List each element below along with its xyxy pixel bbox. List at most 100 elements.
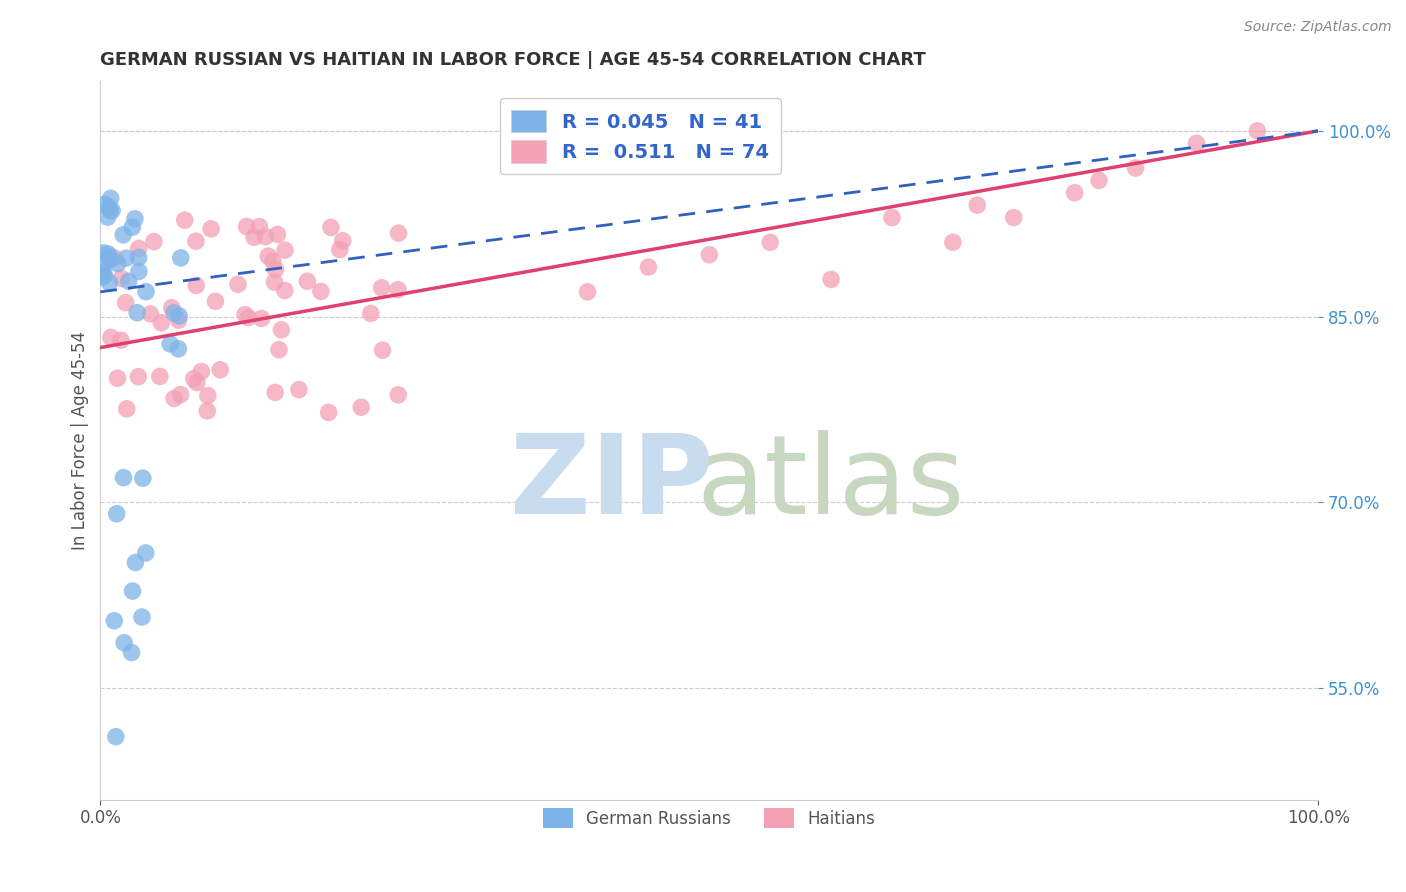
Point xyxy=(103,251,125,265)
Point xyxy=(173,213,195,227)
Point xyxy=(1246,124,1268,138)
Point xyxy=(195,404,218,418)
Point xyxy=(93,246,115,260)
Point xyxy=(267,343,290,357)
Point xyxy=(131,610,153,624)
Point xyxy=(1002,211,1025,225)
Point xyxy=(100,191,122,205)
Point xyxy=(91,265,114,279)
Text: atlas: atlas xyxy=(697,430,966,537)
Point xyxy=(1185,136,1208,151)
Point xyxy=(186,376,208,390)
Point xyxy=(274,284,297,298)
Text: GERMAN RUSSIAN VS HAITIAN IN LABOR FORCE | AGE 45-54 CORRELATION CHART: GERMAN RUSSIAN VS HAITIAN IN LABOR FORCE… xyxy=(100,51,927,69)
Point xyxy=(183,371,205,385)
Point xyxy=(238,310,260,325)
Point xyxy=(297,274,319,288)
Point xyxy=(387,226,409,240)
Point xyxy=(139,307,162,321)
Point xyxy=(190,364,212,378)
Point xyxy=(128,264,150,278)
Point xyxy=(880,211,903,225)
Point xyxy=(637,260,659,274)
Point xyxy=(115,251,138,265)
Point xyxy=(105,507,128,521)
Point xyxy=(112,227,135,242)
Point xyxy=(91,269,114,284)
Point xyxy=(163,306,186,320)
Point xyxy=(112,470,135,484)
Point xyxy=(112,636,135,650)
Point xyxy=(1063,186,1085,200)
Point xyxy=(135,285,157,299)
Text: Source: ZipAtlas.com: Source: ZipAtlas.com xyxy=(1244,20,1392,34)
Point xyxy=(107,257,129,271)
Point xyxy=(360,306,382,320)
Point xyxy=(1088,173,1111,187)
Point xyxy=(100,330,122,344)
Point xyxy=(966,198,988,212)
Point xyxy=(128,241,150,255)
Point xyxy=(387,283,409,297)
Point xyxy=(209,363,232,377)
Point xyxy=(110,333,132,347)
Point xyxy=(107,371,129,385)
Point xyxy=(104,730,127,744)
Point xyxy=(160,301,183,315)
Point xyxy=(128,251,150,265)
Point xyxy=(98,252,121,267)
Point xyxy=(243,230,266,244)
Point xyxy=(264,262,287,277)
Point xyxy=(94,255,117,269)
Point xyxy=(270,323,292,337)
Point xyxy=(124,556,146,570)
Point xyxy=(247,219,270,234)
Point xyxy=(98,203,121,218)
Point xyxy=(115,401,138,416)
Point xyxy=(93,268,115,283)
Point xyxy=(387,388,409,402)
Point xyxy=(262,254,284,268)
Point xyxy=(250,311,273,326)
Point xyxy=(170,251,193,265)
Point xyxy=(1125,161,1147,175)
Point xyxy=(350,401,373,415)
Point xyxy=(101,203,124,218)
Point xyxy=(235,219,257,234)
Point xyxy=(257,249,280,263)
Point xyxy=(97,247,120,261)
Point xyxy=(98,276,121,290)
Point xyxy=(97,210,120,224)
Point xyxy=(266,227,288,242)
Point xyxy=(197,388,219,402)
Point xyxy=(167,313,190,327)
Y-axis label: In Labor Force | Age 45-54: In Labor Force | Age 45-54 xyxy=(72,331,89,550)
Point xyxy=(820,272,842,286)
Point xyxy=(163,392,186,406)
Text: ZIP: ZIP xyxy=(510,430,714,537)
Point xyxy=(132,471,155,485)
Point xyxy=(697,248,720,262)
Point xyxy=(121,646,143,660)
Point xyxy=(159,337,181,351)
Point xyxy=(167,309,190,323)
Point xyxy=(121,220,143,235)
Point xyxy=(942,235,965,250)
Point xyxy=(329,243,352,257)
Point xyxy=(121,584,143,599)
Point xyxy=(150,316,173,330)
Point xyxy=(114,295,136,310)
Point xyxy=(98,250,121,264)
Point xyxy=(204,294,226,309)
Point xyxy=(142,235,165,249)
Point xyxy=(103,614,125,628)
Point xyxy=(184,234,207,248)
Point xyxy=(264,385,287,400)
Point xyxy=(319,220,342,235)
Point xyxy=(200,222,222,236)
Point xyxy=(263,275,285,289)
Point xyxy=(118,274,141,288)
Point xyxy=(93,197,115,211)
Point xyxy=(110,271,132,285)
Point xyxy=(318,405,340,419)
